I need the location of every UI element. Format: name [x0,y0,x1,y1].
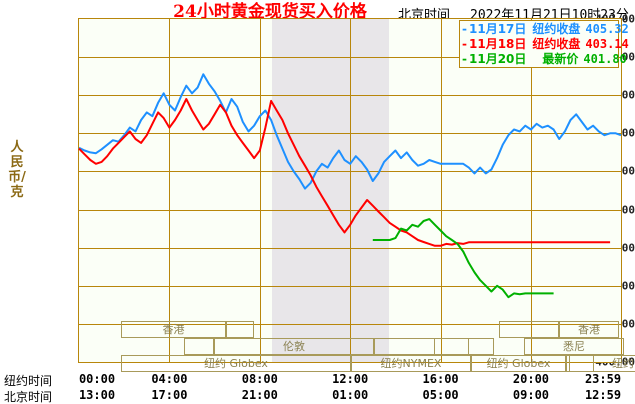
legend-dash-icon: - [462,52,467,66]
legend-date: 11月17日 [469,22,527,36]
session-bar [434,338,494,355]
legend-value: 401.80 [583,52,627,66]
x-tick-bjt: 09:00 [512,388,550,402]
session-bar [184,338,214,355]
legend-series-name: 纽约收盘 [532,37,581,51]
x-axis-row1-label: 纽约时间 [4,374,53,388]
gridline-v [531,19,532,362]
session-bar: 纽约 Globex [471,355,566,372]
x-tick-nyt: 23:59 [584,372,622,386]
series-line-2 [372,218,554,299]
x-tick-nyt: 04:00 [151,372,188,386]
session-bar-label: 香港 [162,323,185,336]
session-bar-label: 悉尼 [563,340,585,353]
series-line-1 [78,98,611,247]
x-tick-nyt: 16:00 [422,372,459,386]
legend-value: 403.14 [585,37,629,51]
legend-dash-icon: - [462,37,467,51]
legend-item: -11月20日 最新价 401.80 [462,52,627,67]
gridline-v [260,19,261,362]
legend-item: -11月18日 纽约收盘 403.14 [462,37,629,52]
x-tick-bjt: 13:00 [78,388,116,402]
gridline-v [169,19,170,362]
x-axis-row2-label: 北京时间 [4,390,53,404]
legend-value: 405.32 [585,22,629,36]
x-tick-bjt: 17:00 [151,388,188,402]
session-bar-label: 纽约 Globex [486,357,551,370]
gridline-v [441,19,442,362]
x-tick-nyt: 12:00 [332,372,369,386]
session-bar [226,321,254,338]
legend-series-name: 纽约收盘 [532,22,581,36]
y-axis-title: 人民币/克 [8,140,26,200]
x-tick-nyt: 20:00 [512,372,550,386]
session-bar-label: 香港 [578,323,600,336]
session-bar: 纽约 Globex [569,355,635,372]
legend-date: 11月20日 [469,52,527,66]
x-tick-bjt: 05:00 [422,388,459,402]
session-bar-label: 纽约 Globex [612,357,635,370]
session-bar-label: 伦敦 [283,340,305,353]
session-bar [374,338,469,355]
series-line-0 [78,73,622,190]
legend-series-name: 最新价 [542,52,579,66]
x-tick-bjt: 12:59 [584,388,622,402]
legend-item: -11月17日 纽约收盘 405.32 [462,22,629,37]
session-bar: 香港 [559,321,619,338]
page-title: 24小时黄金现货买入价格 [173,2,367,22]
chart-legend: -11月17日 纽约收盘 405.32-11月18日 纽约收盘 403.14-11月20… [459,20,629,68]
x-tick-bjt: 21:00 [241,388,278,402]
chart-series-layer [78,73,622,299]
legend-date: 11月18日 [469,37,527,51]
x-tick-nyt: 08:00 [241,372,278,386]
gridline-v [350,19,351,362]
session-bar [499,321,559,338]
session-bar-label: 纽约NYMEX [380,357,442,370]
session-bar: 伦敦 [214,338,374,355]
session-bar: 纽约NYMEX [351,355,471,372]
session-bar: 香港 [121,321,226,338]
session-bar: 纽约 Globex [121,355,351,372]
session-bar-label: 纽约 Globex [204,357,268,370]
x-tick-nyt: 00:00 [78,372,116,386]
nymex-session-shading [272,19,389,362]
session-bar: 悉尼 [524,338,624,355]
legend-dash-icon: - [462,22,467,36]
x-tick-bjt: 01:00 [332,388,369,402]
